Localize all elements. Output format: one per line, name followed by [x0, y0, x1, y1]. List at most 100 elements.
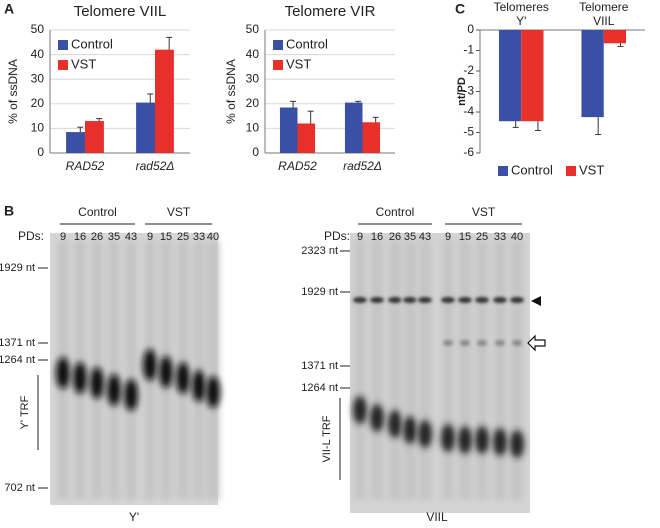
- lane-label: 43: [125, 231, 137, 243]
- band: [475, 426, 489, 454]
- band: [458, 426, 472, 454]
- lane-label: 16: [371, 231, 383, 243]
- x-tick-label: rad52Δ: [136, 159, 175, 173]
- y-tick-label: 30: [246, 71, 260, 85]
- y-tick-label: 50: [246, 22, 260, 36]
- band: [441, 424, 455, 452]
- lane-label: 26: [389, 231, 401, 243]
- bar: [66, 132, 85, 153]
- band: [56, 357, 70, 389]
- legend-swatch: [273, 60, 283, 70]
- legend-swatch: [273, 40, 283, 50]
- legend-label: VST: [71, 56, 96, 71]
- lane-smear: [371, 240, 383, 500]
- legend-label: Control: [71, 36, 113, 51]
- lane-label: 26: [91, 231, 103, 243]
- lane-label: 15: [160, 231, 172, 243]
- gels: [50, 233, 546, 513]
- y-tick-label: -5: [463, 125, 474, 139]
- bar: [136, 102, 155, 153]
- bar: [362, 122, 381, 153]
- band: [510, 430, 524, 458]
- panel-label: B: [4, 203, 14, 219]
- lane-group-label: VST: [167, 205, 191, 219]
- y-axis-label: nt/PD: [456, 77, 468, 106]
- lane-label: 25: [476, 231, 488, 243]
- band: [353, 297, 367, 303]
- band: [388, 410, 402, 438]
- band: [403, 416, 417, 444]
- lane-label: 9: [60, 231, 66, 243]
- band: [370, 297, 384, 303]
- legend-swatch: [498, 166, 508, 176]
- band: [493, 297, 507, 303]
- band: [477, 340, 487, 346]
- lane-label: 25: [177, 231, 189, 243]
- band: [495, 340, 505, 346]
- bar: [297, 123, 316, 153]
- lane-label: 43: [419, 231, 431, 243]
- band: [90, 367, 104, 399]
- y-tick-label: -6: [463, 145, 474, 159]
- band: [73, 362, 87, 394]
- band: [192, 370, 206, 402]
- lane-smear: [442, 240, 454, 500]
- lane-label: 33: [193, 231, 205, 243]
- y-tick-label: -1: [463, 43, 474, 57]
- size-marker: 1371 nt: [301, 360, 338, 372]
- legend-label: Control: [511, 162, 553, 177]
- bar: [603, 30, 627, 44]
- band: [107, 374, 121, 406]
- band: [143, 349, 157, 381]
- legend-label: Control: [286, 36, 328, 51]
- lane-label: 16: [74, 231, 86, 243]
- y-tick-label: 10: [246, 121, 260, 135]
- y-tick-label: 30: [31, 71, 45, 85]
- y-tick-label: -3: [463, 84, 474, 98]
- y-tick-label: -2: [463, 63, 474, 77]
- legend-label: VST: [579, 162, 604, 177]
- size-marker: 1264 nt: [0, 354, 35, 366]
- y-tick-label: 40: [31, 47, 45, 61]
- lane-label: 40: [207, 231, 219, 243]
- lane-label: 9: [445, 231, 451, 243]
- lane-smear: [108, 240, 120, 500]
- lane-smear: [389, 240, 401, 500]
- lane-smear: [476, 240, 488, 500]
- lane-label: 9: [357, 231, 363, 243]
- open-arrow: [527, 334, 546, 352]
- y-tick-label: 0: [252, 145, 259, 159]
- band: [441, 297, 455, 303]
- band: [512, 340, 522, 346]
- size-marker: 1371 nt: [0, 337, 35, 349]
- gel-caption: VIIL: [426, 510, 448, 524]
- lane-label: 35: [404, 231, 416, 243]
- x-tick-label: RAD52: [66, 159, 105, 173]
- x-tick-label: Y': [516, 14, 526, 28]
- arrowhead: [531, 296, 541, 306]
- bar: [279, 107, 298, 153]
- x-tick-label: Telomere: [579, 0, 629, 14]
- legend-swatch: [58, 60, 68, 70]
- bar: [155, 49, 174, 153]
- band: [176, 362, 190, 394]
- pds-label: PDs:: [18, 229, 44, 243]
- lane-smear: [511, 240, 523, 500]
- chart-title: Telomere VIR: [285, 3, 376, 20]
- lane-group-label: Control: [78, 205, 117, 219]
- panel-label: C: [455, 1, 465, 17]
- lane-smear: [419, 240, 431, 500]
- lane-smear: [494, 240, 506, 500]
- lane-smear: [354, 240, 366, 500]
- y-tick-label: 0: [37, 145, 44, 159]
- band: [418, 420, 432, 448]
- lane-label: 40: [511, 231, 523, 243]
- pds-label: PDs:: [324, 229, 350, 243]
- legend-swatch: [566, 166, 576, 176]
- y-tick-label: 10: [31, 121, 45, 135]
- band: [353, 396, 367, 424]
- band: [510, 297, 524, 303]
- band: [124, 379, 138, 411]
- y-axis-label: % of ssDNA: [224, 59, 238, 124]
